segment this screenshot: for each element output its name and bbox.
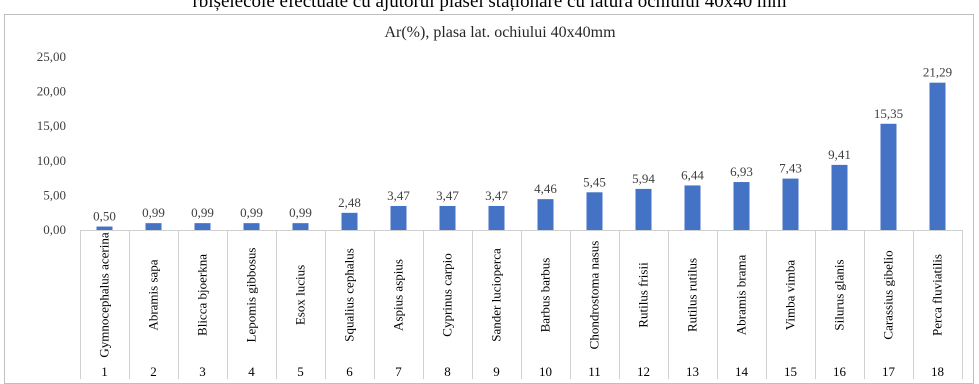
y-tick-label: 10,00 — [37, 153, 66, 168]
bar — [537, 199, 554, 230]
category-index-label: 7 — [395, 364, 402, 379]
category-label: Gymnocephalus acerina — [97, 232, 112, 357]
caption-text: rbișelecole efectuate cu ajutorul plasei… — [192, 0, 787, 12]
bar — [96, 226, 113, 230]
data-label: 0,99 — [240, 205, 263, 220]
y-tick-label: 0,00 — [43, 222, 66, 237]
category-index-label: 9 — [493, 364, 500, 379]
data-label: 6,44 — [681, 167, 704, 182]
category-label: Barbus barbus — [538, 258, 553, 333]
chart-frame — [4, 14, 974, 384]
data-label: 5,45 — [583, 174, 606, 189]
category-label: Silurus glanis — [832, 259, 847, 330]
x-axis: Gymnocephalus acerina 1 Abramis sapa 2 Blicc… — [80, 230, 963, 379]
data-label: 3,47 — [387, 188, 410, 203]
data-label: 0,99 — [142, 205, 165, 220]
y-axis: 0,00 5,00 10,00 15,00 20,00 25,00 — [37, 49, 66, 237]
bar — [684, 185, 701, 230]
data-label: 3,47 — [485, 188, 508, 203]
category-index-label: 1 — [101, 364, 108, 379]
bar — [243, 223, 260, 230]
data-label: 3,47 — [436, 188, 459, 203]
category-label: Lepomis gibbosus — [244, 248, 259, 343]
bar — [145, 223, 162, 230]
category-index-label: 17 — [882, 364, 896, 379]
category-label: Chondrostoma nasus — [587, 241, 602, 350]
category-index-label: 4 — [248, 364, 255, 379]
category-label: Abramis sapa — [146, 259, 161, 330]
data-label: 6,93 — [730, 164, 753, 179]
category-index-label: 10 — [539, 364, 552, 379]
bar — [341, 212, 358, 230]
bar — [733, 182, 750, 230]
data-label: 7,43 — [779, 161, 802, 176]
bar — [635, 188, 652, 230]
category-label: Carassius gibelio — [881, 250, 896, 339]
bar — [586, 192, 603, 230]
bar — [292, 223, 309, 230]
category-label: Rutilus frisii — [636, 262, 651, 328]
category-index-label: 14 — [735, 364, 749, 379]
category-label: Sander lucioperca — [489, 248, 504, 342]
data-label: 2,48 — [338, 195, 361, 210]
category-label: Esox lucius — [293, 265, 308, 325]
category-index-label: 3 — [199, 364, 206, 379]
category-label: Cyprinus carpio — [440, 253, 455, 336]
bars: 0,50 0,99 0,99 0,99 0,99 2,48 3,47 3,47 3,47 4,46… — [93, 65, 952, 230]
y-tick-label: 25,00 — [37, 49, 66, 64]
data-label: 5,94 — [632, 171, 655, 186]
bar — [488, 205, 505, 230]
bar — [880, 123, 897, 230]
y-tick-label: 15,00 — [37, 118, 66, 133]
data-label: 4,46 — [534, 181, 557, 196]
category-label: Aspius aspius — [391, 259, 406, 331]
bar — [929, 82, 946, 230]
data-label: 9,41 — [828, 147, 851, 162]
category-index-label: 15 — [784, 364, 797, 379]
category-index-label: 2 — [150, 364, 157, 379]
data-label: 0,99 — [289, 205, 312, 220]
category-index-label: 6 — [346, 364, 353, 379]
data-label: 21,29 — [923, 65, 952, 80]
data-label: 0,50 — [93, 209, 116, 224]
y-tick-label: 20,00 — [37, 84, 66, 99]
bar — [831, 164, 848, 230]
category-index-label: 16 — [833, 364, 847, 379]
category-label: Abramis brama — [734, 255, 749, 336]
category-index-label: 8 — [444, 364, 451, 379]
y-tick-label: 5,00 — [43, 187, 66, 202]
bar — [782, 178, 799, 230]
category-index-label: 12 — [637, 364, 650, 379]
bar — [390, 205, 407, 230]
data-label: 0,99 — [191, 205, 214, 220]
bar — [439, 205, 456, 230]
category-index-label: 18 — [931, 364, 944, 379]
category-label: Squalius cephalus — [342, 248, 357, 342]
category-index-label: 5 — [297, 364, 304, 379]
chart-title: Ar(%), plasa lat. ochiului 40x40mm — [384, 24, 616, 41]
data-label: 15,35 — [874, 106, 903, 121]
category-index-label: 11 — [588, 364, 601, 379]
bar — [194, 223, 211, 230]
category-index-label: 13 — [686, 364, 699, 379]
category-label: Vimba vimba — [783, 260, 798, 331]
category-label: Blicca bjoerkna — [195, 254, 210, 336]
category-label: Perca fluviatilis — [930, 254, 945, 336]
category-label: Rutilus rutilus — [685, 258, 700, 332]
